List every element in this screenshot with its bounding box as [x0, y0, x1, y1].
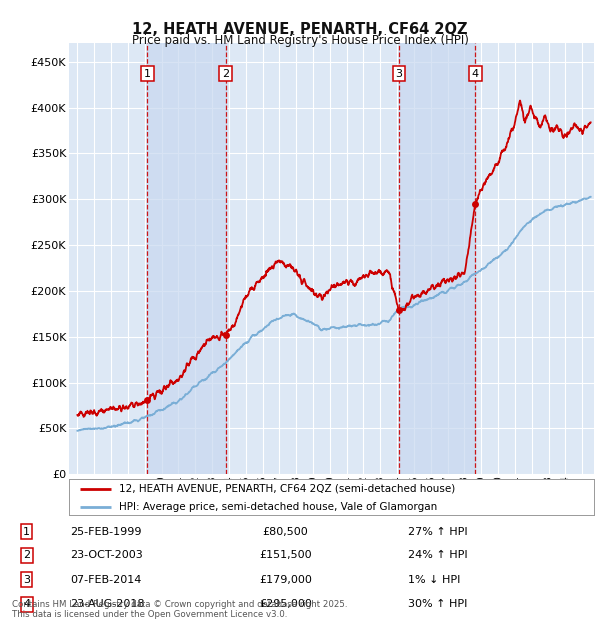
Text: 27% ↑ HPI: 27% ↑ HPI	[408, 526, 467, 537]
Bar	[147, 43, 226, 474]
Text: 3: 3	[395, 69, 403, 79]
Text: 1: 1	[144, 69, 151, 79]
Text: 2: 2	[23, 550, 30, 560]
Text: £151,500: £151,500	[259, 550, 312, 560]
Text: 07-FEB-2014: 07-FEB-2014	[70, 575, 142, 585]
Text: £80,500: £80,500	[263, 526, 308, 537]
Text: 4: 4	[472, 69, 479, 79]
Text: £295,000: £295,000	[259, 599, 312, 609]
Text: HPI: Average price, semi-detached house, Vale of Glamorgan: HPI: Average price, semi-detached house,…	[119, 502, 437, 512]
Text: Price paid vs. HM Land Registry's House Price Index (HPI): Price paid vs. HM Land Registry's House …	[131, 34, 469, 47]
Text: 30% ↑ HPI: 30% ↑ HPI	[408, 599, 467, 609]
Text: £179,000: £179,000	[259, 575, 312, 585]
Text: 24% ↑ HPI: 24% ↑ HPI	[408, 550, 467, 560]
Text: 12, HEATH AVENUE, PENARTH, CF64 2QZ (semi-detached house): 12, HEATH AVENUE, PENARTH, CF64 2QZ (sem…	[119, 484, 455, 494]
Text: 25-FEB-1999: 25-FEB-1999	[70, 526, 142, 537]
Text: Contains HM Land Registry data © Crown copyright and database right 2025.
This d: Contains HM Land Registry data © Crown c…	[12, 600, 347, 619]
Text: 2: 2	[222, 69, 229, 79]
Text: 1: 1	[23, 526, 30, 537]
Text: 3: 3	[23, 575, 30, 585]
Text: 12, HEATH AVENUE, PENARTH, CF64 2QZ: 12, HEATH AVENUE, PENARTH, CF64 2QZ	[132, 22, 468, 37]
Text: 23-OCT-2003: 23-OCT-2003	[70, 550, 143, 560]
Bar	[399, 43, 475, 474]
Text: 23-AUG-2018: 23-AUG-2018	[70, 599, 145, 609]
Text: 4: 4	[23, 599, 30, 609]
Text: 1% ↓ HPI: 1% ↓ HPI	[408, 575, 460, 585]
